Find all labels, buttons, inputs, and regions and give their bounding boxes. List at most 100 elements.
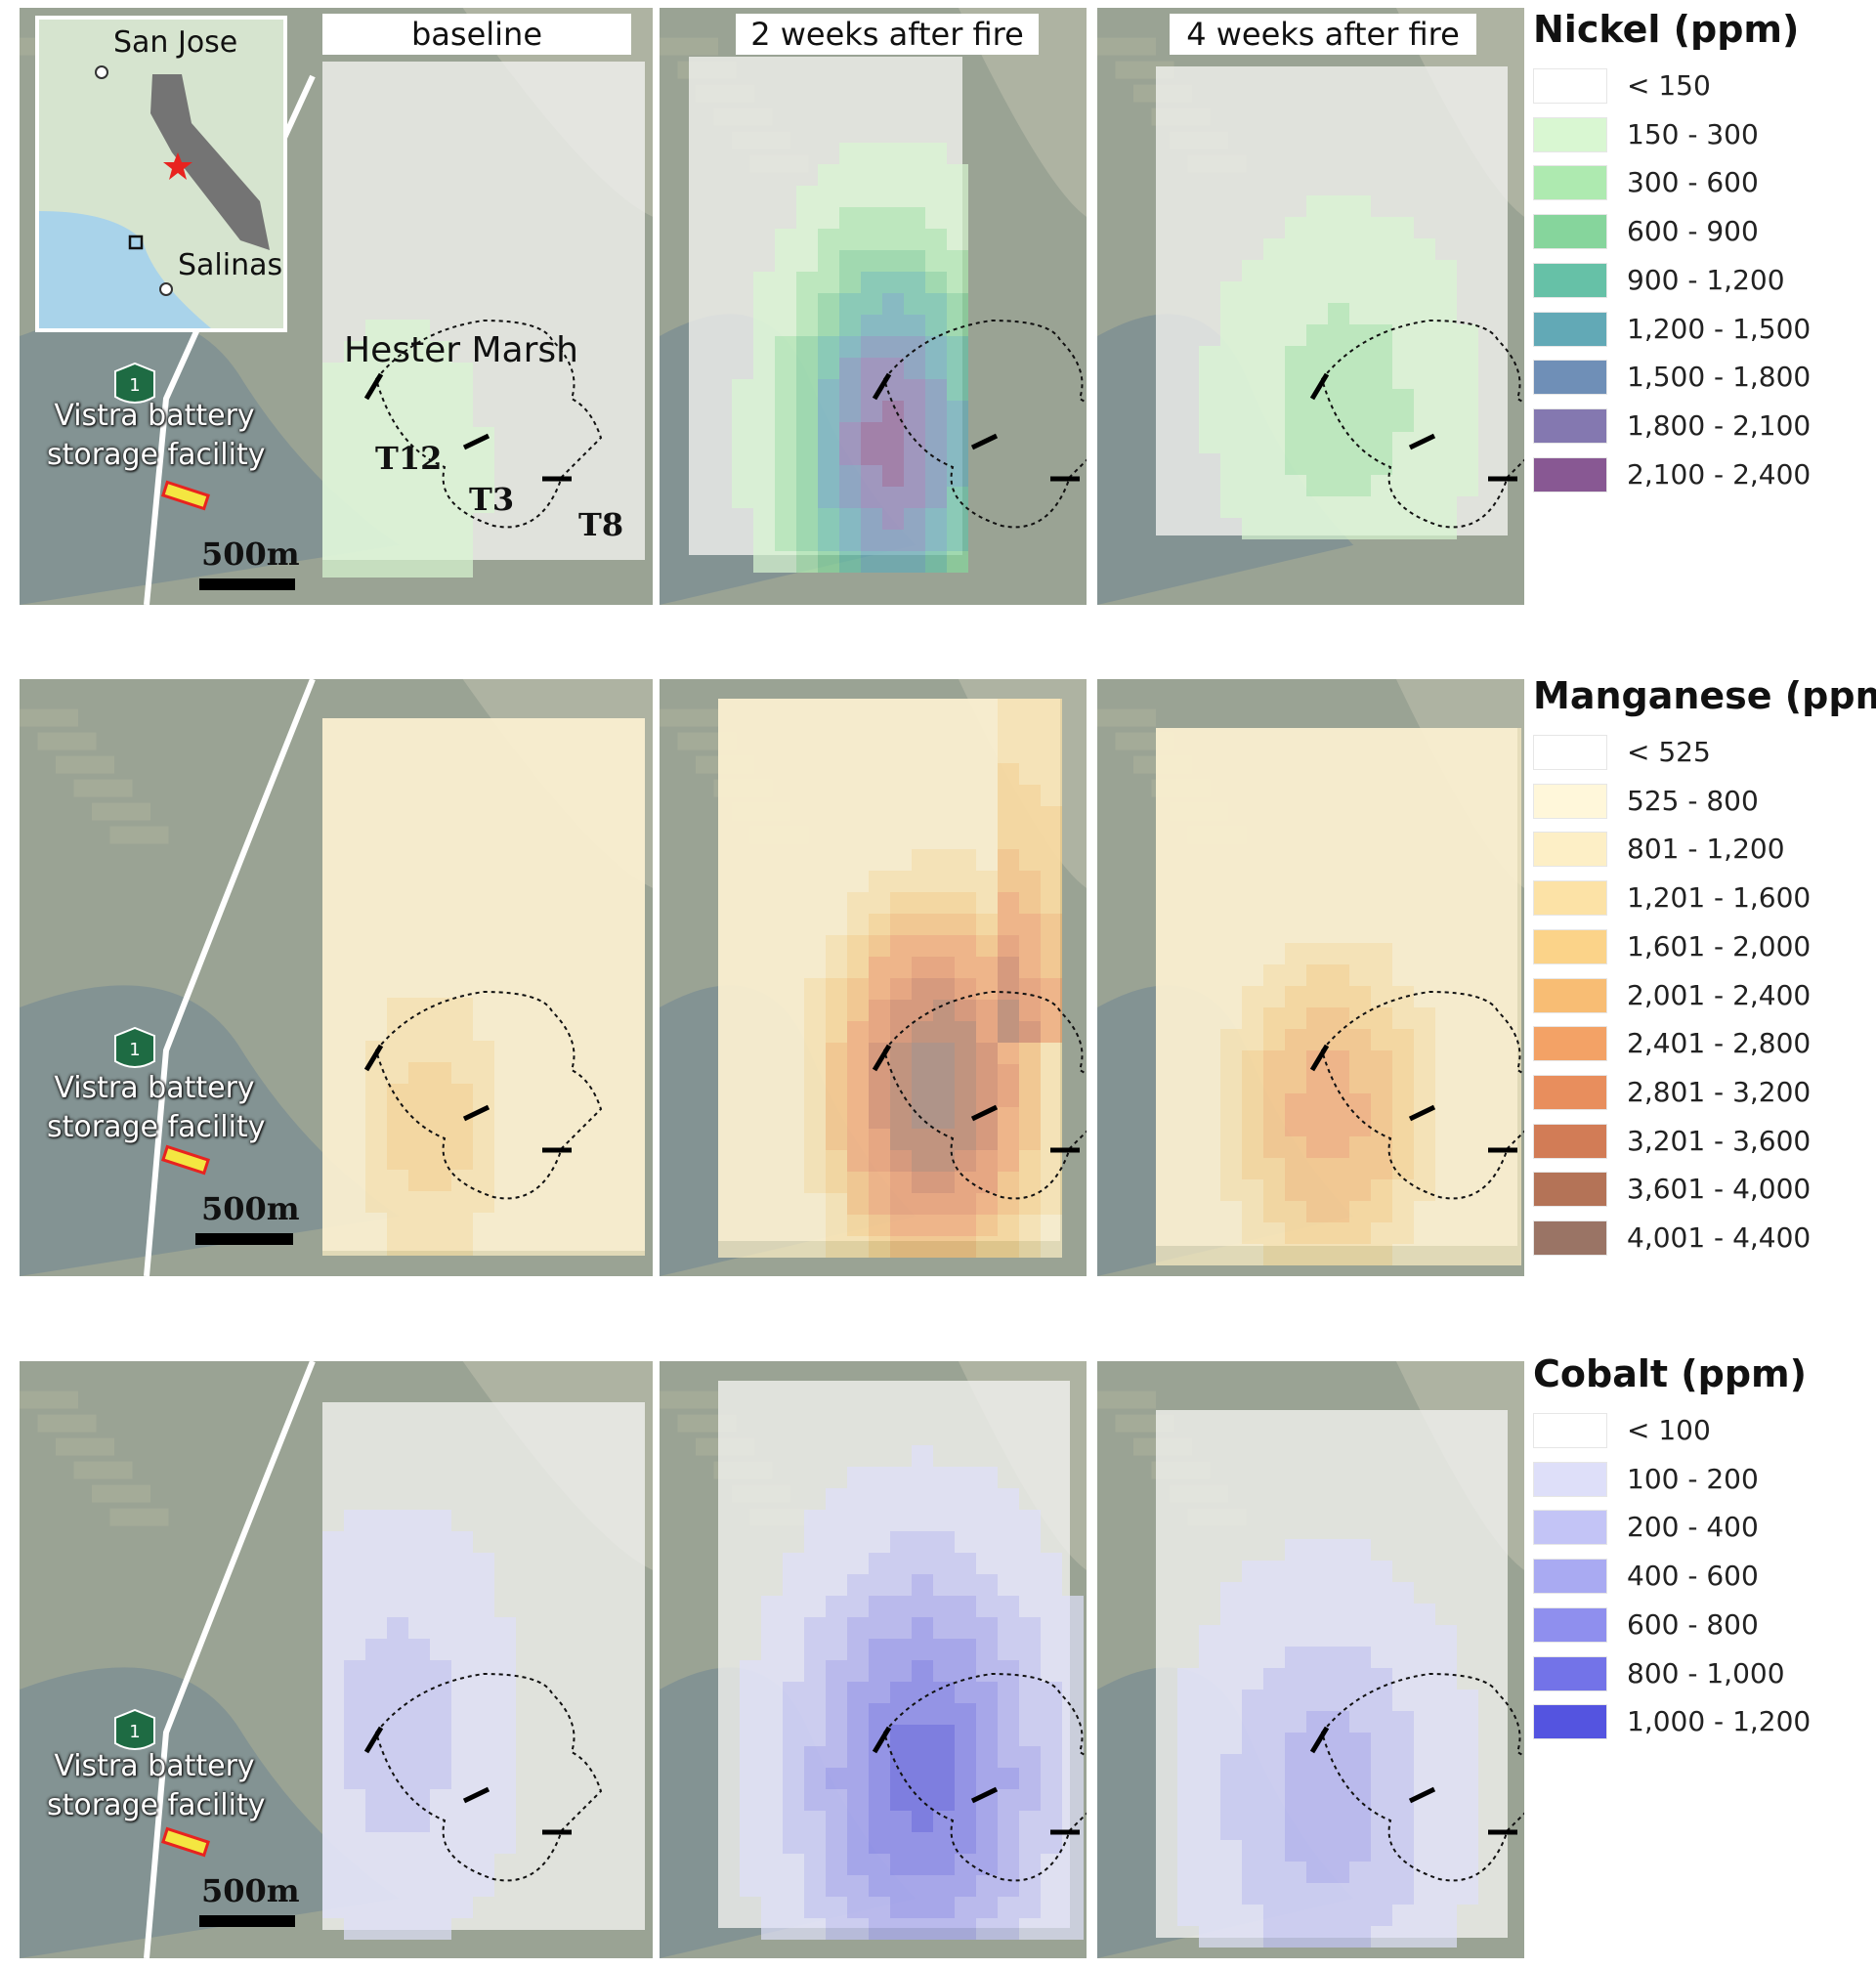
- concentration-cell: [387, 1617, 408, 1639]
- concentration-cell: [408, 1234, 430, 1256]
- concentration-cell: [1285, 1115, 1306, 1136]
- concentration-cell: [1285, 792, 1306, 814]
- concentration-cell: [869, 1596, 890, 1617]
- concentration-cell: [1019, 892, 1041, 914]
- concentration-cell: [1041, 1639, 1062, 1660]
- concentration-cell: [322, 1191, 344, 1213]
- concentration-cell: [473, 804, 494, 826]
- concentration-cell: [740, 785, 761, 806]
- concentration-cell: [933, 1617, 955, 1639]
- concentration-cell: [516, 1041, 537, 1062]
- concentration-cell: [912, 1488, 933, 1510]
- concentration-cell: [783, 1064, 804, 1086]
- concentration-cell: [1392, 749, 1414, 771]
- concentration-cell: [1478, 1029, 1500, 1050]
- concentration-cell: [890, 978, 912, 1000]
- concentration-cell: [1019, 1553, 1041, 1574]
- concentration-cell: [718, 1107, 740, 1129]
- basemap-svg: 1: [20, 1361, 653, 1958]
- concentration-cell: [933, 871, 955, 892]
- concentration-cell: [761, 1043, 783, 1064]
- concentration-cell: [1349, 771, 1371, 792]
- concentration-cell: [912, 1150, 933, 1172]
- legend-swatch: [1533, 1172, 1607, 1208]
- concentration-cell: [1242, 453, 1263, 475]
- concentration-cell: [1285, 1926, 1306, 1948]
- concentration-cell: [344, 1854, 365, 1875]
- concentration-cell: [1371, 1561, 1392, 1582]
- concentration-cell: [925, 229, 947, 250]
- concentration-cell: [1041, 1043, 1062, 1064]
- concentration-cell: [1457, 432, 1478, 453]
- concentration-cell: [761, 1660, 783, 1682]
- concentration-cell: [1349, 728, 1371, 749]
- concentration-cell: [1414, 453, 1435, 475]
- concentration-cell: [451, 427, 473, 449]
- concentration-cell: [783, 1746, 804, 1768]
- concentration-cell: [1328, 857, 1349, 878]
- concentration-cell: [494, 869, 516, 890]
- concentration-cell: [408, 718, 430, 740]
- concentration-cell: [344, 1918, 365, 1940]
- concentration-cell: [718, 1021, 740, 1043]
- concentration-cell: [1349, 1539, 1371, 1561]
- farm-field: [73, 779, 133, 797]
- concentration-cell: [904, 358, 925, 379]
- concentration-cell: [796, 293, 818, 315]
- concentration-cell: [1435, 303, 1457, 324]
- concentration-cell: [904, 293, 925, 315]
- concentration-cell: [1019, 720, 1041, 742]
- concentration-cell: [783, 1617, 804, 1639]
- concentration-cell: [1435, 1754, 1457, 1776]
- concentration-cell: [869, 1510, 890, 1531]
- concentration-cell: [537, 1105, 559, 1127]
- concentration-cell: [473, 1660, 494, 1682]
- concentration-cell: [365, 1703, 387, 1725]
- concentration-cell: [365, 826, 387, 847]
- concentration-cell: [559, 1191, 580, 1213]
- concentration-cell: [933, 935, 955, 957]
- concentration-cell: [1414, 1029, 1435, 1050]
- concentration-cell: [1371, 1690, 1392, 1711]
- concentration-cell: [430, 718, 451, 740]
- concentration-cell: [1457, 1093, 1478, 1115]
- concentration-cell: [516, 869, 537, 890]
- concentration-cell: [947, 508, 968, 530]
- concentration-cell: [826, 1789, 847, 1811]
- concentration-cell: [890, 1043, 912, 1064]
- inset-locator-map: [35, 16, 287, 332]
- concentration-cell: [796, 272, 818, 293]
- concentration-cell: [1349, 1840, 1371, 1862]
- concentration-cell: [322, 1148, 344, 1170]
- concentration-cell: [869, 1000, 890, 1021]
- concentration-cell: [1199, 1797, 1220, 1819]
- concentration-cell: [1328, 1115, 1349, 1136]
- concentration-cell: [998, 914, 1019, 935]
- concentration-cell: [1242, 1862, 1263, 1883]
- concentration-cell: [1220, 771, 1242, 792]
- concentration-cell: [1328, 195, 1349, 217]
- concentration-cell: [1435, 1222, 1457, 1244]
- concentration-cell: [494, 718, 516, 740]
- concentration-cell: [1263, 1093, 1285, 1115]
- inset-label-salinas: Salinas: [178, 248, 283, 282]
- concentration-cell: [869, 828, 890, 849]
- concentration-cell: [473, 869, 494, 890]
- concentration-cell: [955, 1193, 976, 1215]
- concentration-cell: [1177, 1158, 1199, 1179]
- concentration-cell: [1371, 835, 1392, 857]
- concentration-cell: [826, 1617, 847, 1639]
- concentration-cell: [344, 1832, 365, 1854]
- concentration-cell: [826, 1000, 847, 1021]
- concentration-cell: [1349, 1050, 1371, 1072]
- transect-marker: [1309, 372, 1330, 401]
- concentration-cell: [1435, 1625, 1457, 1647]
- concentration-cell: [890, 1875, 912, 1897]
- concentration-cell: [1349, 389, 1371, 410]
- concentration-cell: [1306, 728, 1328, 749]
- concentration-cell: [976, 785, 998, 806]
- concentration-cell: [1349, 921, 1371, 943]
- concentration-cell: [1414, 1007, 1435, 1029]
- concentration-cell: [933, 892, 955, 914]
- concentration-cell: [955, 849, 976, 871]
